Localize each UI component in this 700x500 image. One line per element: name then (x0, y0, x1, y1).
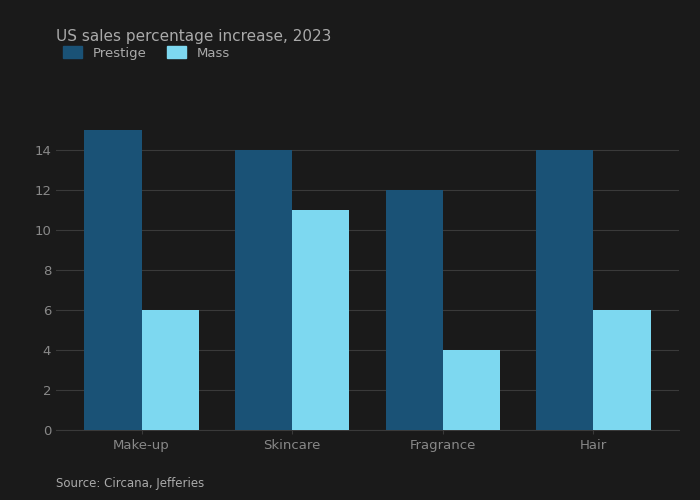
Bar (84, 130, 141, 430)
Bar (235, 150, 292, 430)
Text: Source: Circana, Jefferies: Source: Circana, Jefferies (56, 477, 204, 490)
Bar (141, 310, 199, 430)
Bar (536, 150, 594, 430)
Bar (292, 210, 349, 430)
Bar (386, 190, 443, 430)
Bar (443, 350, 500, 430)
Text: US sales percentage increase, 2023: US sales percentage increase, 2023 (56, 28, 331, 44)
Legend: Prestige, Mass: Prestige, Mass (62, 46, 230, 60)
Bar (594, 310, 651, 430)
